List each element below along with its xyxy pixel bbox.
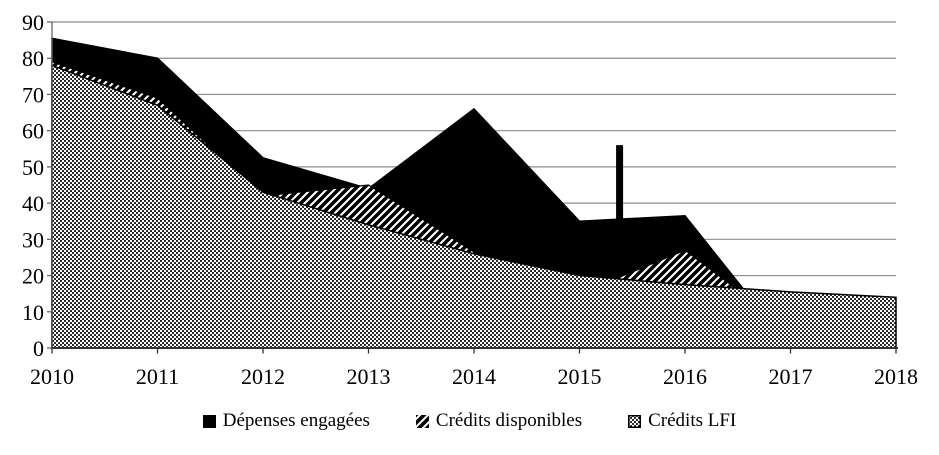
legend-item-credits-lfi: Crédits LFI [628, 410, 736, 432]
x-tick-label: 2015 [558, 364, 602, 389]
y-tick-label: 80 [22, 46, 44, 71]
y-tick-label: 0 [33, 336, 44, 361]
y-tick-label: 20 [22, 264, 44, 289]
x-tick-label: 2011 [136, 364, 179, 389]
legend-label-depenses-engagees: Dépenses engagées [222, 410, 370, 431]
x-tick-label: 2010 [30, 364, 74, 389]
y-tick-label: 70 [22, 82, 44, 107]
x-tick-label: 2013 [347, 364, 391, 389]
y-tick-label: 60 [22, 119, 44, 144]
x-axis-labels: 2010 2011 2012 2013 2014 2015 2016 2017 2018 [30, 364, 918, 389]
anomaly-spike-bar [616, 145, 624, 220]
x-tick-label: 2016 [663, 364, 707, 389]
y-axis-labels: 0 10 20 30 40 50 60 70 80 90 [22, 10, 44, 361]
area-chart-canvas: 0 10 20 30 40 50 60 70 80 90 2010 2011 2012 2013 2014… [22, 10, 918, 389]
legend-swatch-solid-black-icon [202, 414, 216, 428]
legend: Dépenses engagées Crédits disponibles Cr… [0, 410, 939, 432]
y-tick-label: 10 [22, 300, 44, 325]
y-tick-label: 90 [22, 10, 44, 35]
legend-item-depenses-engagees: Dépenses engagées [202, 410, 370, 432]
x-tick-label: 2017 [769, 364, 813, 389]
axes [47, 21, 898, 354]
y-tick-label: 40 [22, 191, 44, 216]
legend-swatch-dotted-icon [628, 414, 642, 428]
x-tick-label: 2014 [452, 364, 496, 389]
x-tick-label: 2012 [241, 364, 285, 389]
legend-label-credits-lfi: Crédits LFI [648, 410, 737, 431]
chart-areas [51, 37, 897, 349]
y-tick-label: 50 [22, 155, 44, 180]
y-tick-label: 30 [22, 227, 44, 252]
legend-swatch-diagonal-hatch-icon [415, 414, 429, 428]
legend-item-credits-disponibles: Crédits disponibles [415, 410, 583, 432]
x-tick-label: 2018 [874, 364, 918, 389]
legend-label-credits-disponibles: Crédits disponibles [435, 410, 583, 431]
